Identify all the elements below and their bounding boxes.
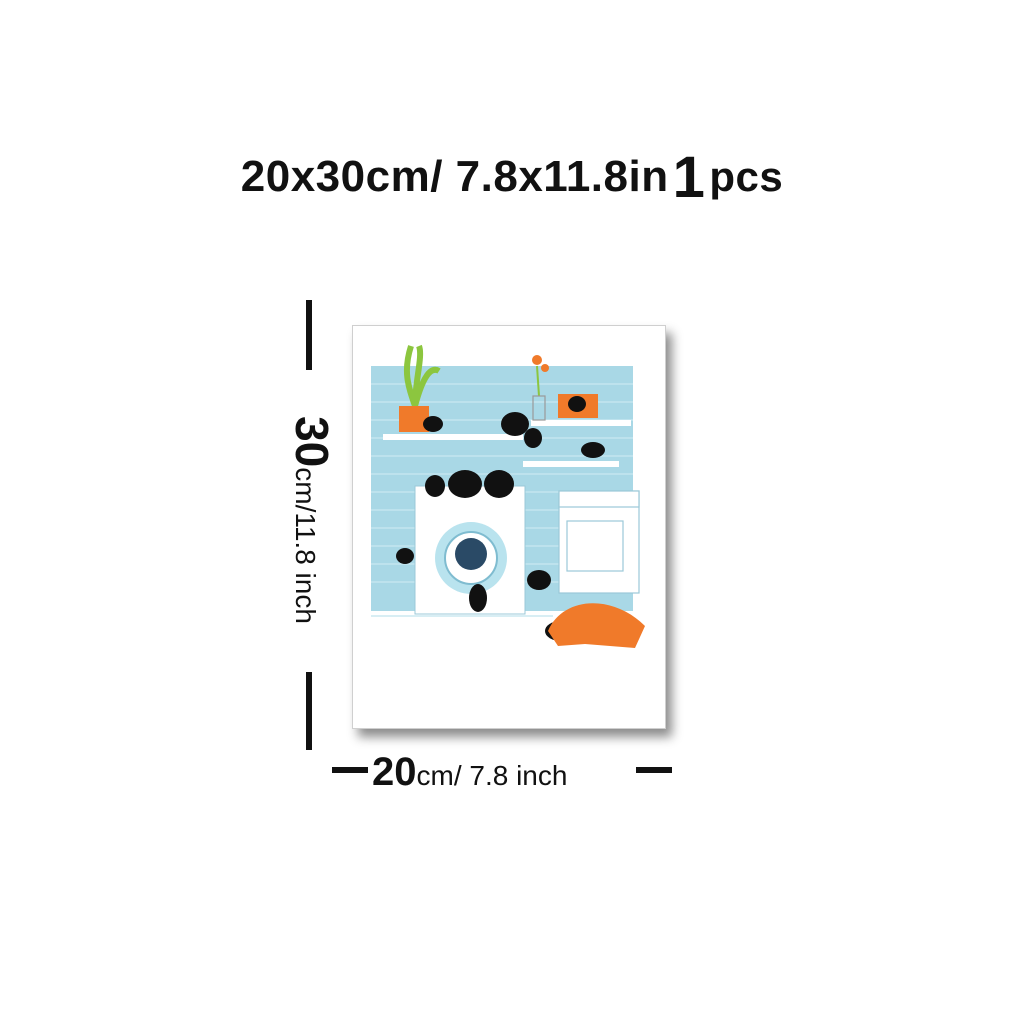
height-dimension-line-top (306, 300, 312, 370)
height-value: 30 (286, 416, 338, 468)
quantity-unit: pcs (709, 153, 784, 200)
height-dimension-line-bottom (306, 672, 312, 750)
width-value: 20 (372, 750, 417, 794)
width-dimension-label: 20cm/ 7.8 inch (372, 750, 567, 795)
width-unit: cm/ 7.8 inch (416, 760, 568, 791)
flower-vase (532, 355, 549, 421)
appliance-cabinet (558, 490, 640, 594)
shelf-lower-right (523, 461, 619, 467)
washing-machine (414, 485, 526, 615)
height-unit: cm/11.8 inch (290, 467, 321, 624)
orange-blanket (548, 603, 645, 648)
height-dimension-label: 30cm/11.8 inch (285, 416, 339, 624)
size-text: 20x30cm/ 7.8x11.8in (240, 152, 669, 201)
potted-plant (399, 344, 441, 432)
width-dimension-line-right (636, 767, 672, 773)
quantity-number: 1 (672, 145, 706, 210)
shelf-top-right (531, 420, 631, 426)
width-dimension-line-left (332, 767, 368, 773)
cats-laundry-illustration (371, 344, 645, 648)
shelf-left (383, 434, 523, 440)
product-size-title: 20x30cm/ 7.8x11.8in1pcs (0, 138, 1024, 210)
canvas-print (352, 325, 666, 729)
